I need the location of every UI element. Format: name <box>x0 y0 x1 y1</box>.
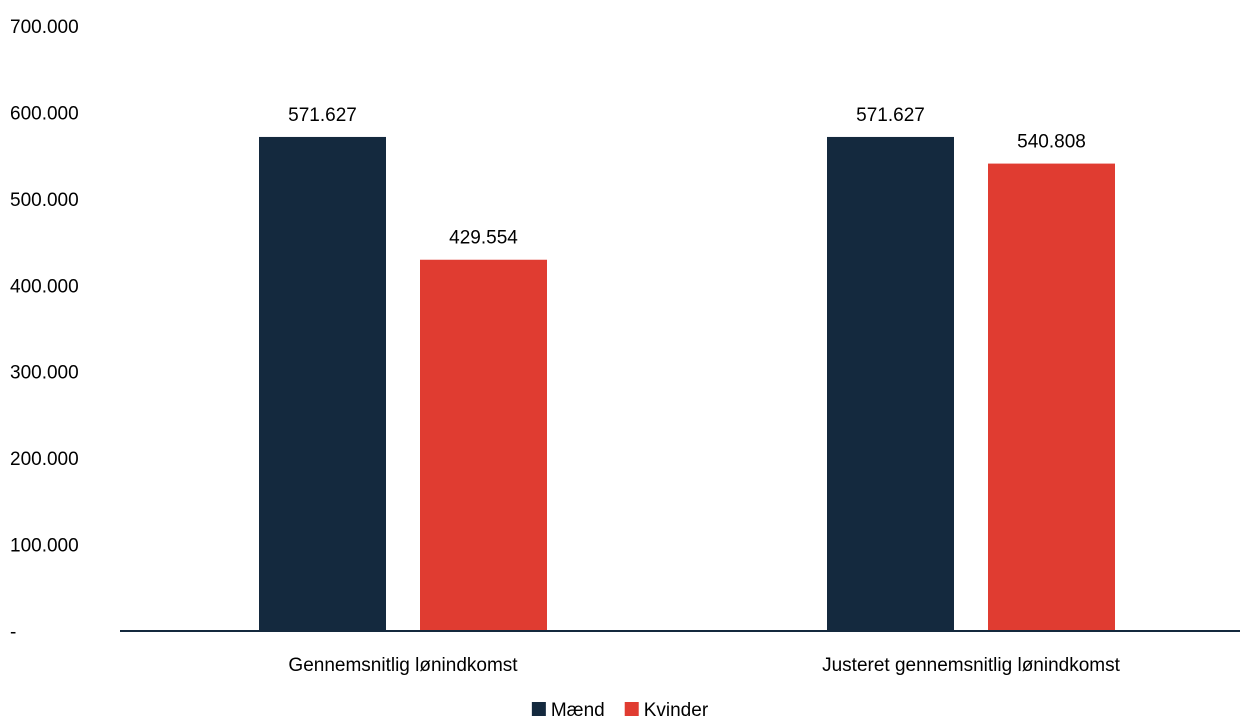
legend: Mænd Kvinder <box>531 700 709 721</box>
data-label: 429.554 <box>449 228 518 249</box>
category-labels: Gennemsnitlig lønindkomst Justeret gennem… <box>288 655 1120 676</box>
y-tick-label: 400.000 <box>10 276 79 297</box>
data-label: 571.627 <box>288 105 357 126</box>
y-axis-tick-labels: - 100.000 200.000 300.000 400.000 500.000 600.… <box>10 17 79 643</box>
data-labels: 571.627 429.554 571.627 540.808 <box>288 105 1086 249</box>
category-label: Gennemsnitlig lønindkomst <box>288 655 518 676</box>
legend-swatch <box>624 702 639 716</box>
data-label: 571.627 <box>856 105 925 126</box>
y-tick-label: 500.000 <box>10 190 79 211</box>
y-tick-label: 600.000 <box>10 103 79 124</box>
legend-label: Mænd <box>551 700 605 721</box>
legend-label: Kvinder <box>644 700 709 721</box>
y-tick-label: 700.000 <box>10 17 79 38</box>
bar-mænd-0 <box>259 136 386 632</box>
y-tick-label: - <box>10 622 16 643</box>
bars <box>259 136 1115 632</box>
legend-swatch <box>531 702 546 716</box>
y-tick-label: 100.000 <box>10 536 79 557</box>
data-label: 540.808 <box>1017 132 1086 153</box>
y-tick-label: 200.000 <box>10 449 79 470</box>
y-tick-label: 300.000 <box>10 363 79 384</box>
bar-mænd-1 <box>827 136 954 632</box>
category-label: Justeret gennemsnitlig lønindkomst <box>822 655 1121 676</box>
bar-kvinder-0 <box>420 259 547 631</box>
bar-kvinder-1 <box>988 163 1115 631</box>
